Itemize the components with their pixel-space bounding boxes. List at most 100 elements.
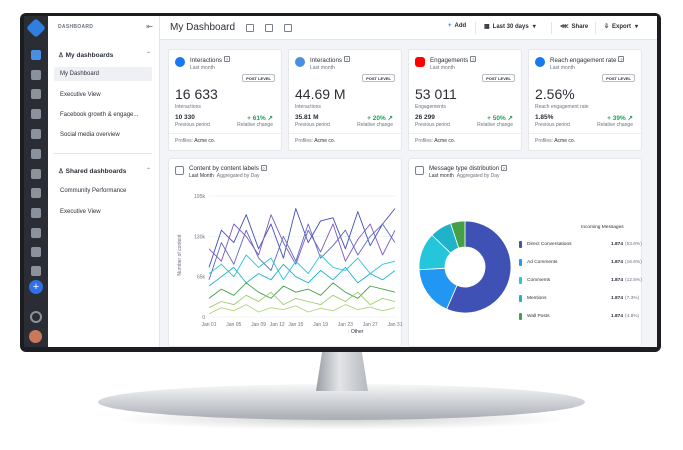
calendar-icon[interactable]: [31, 89, 41, 99]
cart-icon[interactable]: [31, 266, 41, 276]
content-icon[interactable]: [31, 109, 41, 119]
help-icon[interactable]: ?: [224, 56, 230, 62]
relative-change: + 39% ↗: [607, 115, 633, 122]
dashboard-icon[interactable]: [31, 50, 41, 60]
chevron-up-icon[interactable]: ⌃: [145, 168, 151, 174]
chevron-down-icon: ▾: [635, 24, 639, 30]
kpi-value-label: Reach engagement rate: [535, 104, 589, 110]
legend-swatch: [519, 295, 522, 302]
post-level-badge: POST LEVEL: [242, 74, 275, 82]
widget-aggregation: Aggregated by Day: [456, 173, 500, 179]
series-line-1: [208, 208, 396, 268]
kpi-card-interactions-all[interactable]: Interactions? Last month POST LEVEL 44.6…: [288, 49, 402, 151]
help-icon[interactable]: ?: [344, 56, 350, 62]
add-button[interactable]: + Add: [448, 23, 467, 29]
kpi-value: 53 011: [415, 86, 457, 102]
gear-icon[interactable]: [30, 311, 42, 323]
legend-swatch: [519, 277, 522, 284]
legend-value: 1.874: [610, 314, 623, 319]
edit-icon[interactable]: [246, 24, 254, 32]
thumbs-up-icon[interactable]: [31, 247, 41, 257]
period-select[interactable]: ▦ Last 30 days ▾: [484, 24, 536, 30]
facebook-icon: [535, 57, 545, 67]
kpi-value-label: Interactions: [295, 104, 321, 110]
kpi-card-reach-engagement-rate[interactable]: Reach engagement rate? Last month POST L…: [528, 49, 642, 151]
series-line-3: [208, 223, 396, 280]
relative-change-label: Relative change: [477, 122, 513, 128]
messages-icon: [415, 166, 424, 175]
avatar[interactable]: [29, 330, 42, 343]
y-tick-label: 130k: [194, 234, 205, 240]
y-tick-label: 65k: [197, 275, 206, 281]
share-icon: ⋘: [560, 24, 569, 30]
network-icon[interactable]: [31, 169, 41, 179]
legend-value: 1.874: [610, 242, 623, 247]
user-icon: ♙: [58, 52, 66, 59]
toolbar-divider: [595, 22, 596, 34]
kpi-value: 16 633: [175, 86, 218, 102]
legend-marker-icon: ↕: [347, 329, 351, 335]
publish-icon[interactable]: [31, 129, 41, 139]
profiles-line: Profiles: Acme co.: [535, 138, 576, 144]
relative-change-label: Relative change: [597, 122, 633, 128]
card-divider: [169, 133, 281, 134]
kpi-card-interactions-facebook[interactable]: Interactions? Last month POST LEVEL 16 6…: [168, 49, 282, 151]
widget-title: Content by content labels: [189, 165, 259, 172]
inbox-icon[interactable]: [31, 149, 41, 159]
collapse-sidebar-icon[interactable]: ⇤: [146, 22, 153, 31]
help-icon[interactable]: ?: [470, 56, 477, 62]
dashboard-sidebar: DASHBOARD ⇤ ♙ My dashboards ⌃ My Dashboa…: [48, 16, 160, 347]
post-level-badge: POST LEVEL: [482, 74, 515, 82]
chevron-up-icon[interactable]: ⌃: [145, 52, 151, 58]
bot-icon[interactable]: [31, 228, 41, 238]
sidebar-item-my-dashboard[interactable]: My Dashboard: [54, 67, 152, 81]
help-icon[interactable]: ?: [618, 56, 625, 62]
listening-icon[interactable]: [31, 208, 41, 218]
toolbar-divider: [475, 22, 476, 34]
trash-icon[interactable]: [284, 24, 292, 32]
app-logo-icon[interactable]: [26, 18, 46, 38]
sidebar-header: DASHBOARD: [58, 24, 94, 30]
kpi-card-engagements-youtube[interactable]: Engagements? Last month POST LEVEL 53 01…: [408, 49, 522, 151]
sidebar-item-facebook-growth[interactable]: Facebook growth & engage...: [60, 112, 139, 118]
duplicate-icon[interactable]: [265, 24, 273, 32]
chevron-down-icon: ▾: [532, 24, 536, 30]
link-icon: [295, 57, 305, 67]
previous-value: 1.85%: [535, 114, 554, 121]
sidebar-item-executive-view[interactable]: Executive View: [60, 92, 101, 98]
sidebar-item-social-media-overview[interactable]: Social media overview: [60, 132, 120, 138]
legend-value: 1.874: [610, 296, 623, 301]
message-type-widget[interactable]: Message type distribution ? Last month Ag…: [408, 158, 642, 347]
x-tick-label: Jan 27: [363, 322, 378, 328]
shared-dashboards-group[interactable]: ♙ Shared dashboards: [58, 168, 127, 175]
sidebar-item-community-performance[interactable]: Community Performance: [60, 188, 127, 194]
monitor-neck: [316, 351, 368, 391]
kpi-value-label: Engagements: [415, 104, 446, 110]
widget-title: Message type distribution: [429, 165, 500, 172]
card-subtitle: Last month: [190, 65, 215, 71]
share-button[interactable]: ⋘ Share: [560, 24, 589, 30]
icon-rail: +: [24, 16, 48, 347]
kpi-value: 2.56%: [535, 86, 575, 102]
sidebar-item-executive-view-shared[interactable]: Executive View: [60, 209, 101, 215]
y-tick-label: 0: [202, 315, 205, 321]
card-divider: [529, 133, 641, 134]
legend-percent: (4.8%): [625, 314, 640, 319]
previous-value: 10 330: [175, 114, 195, 121]
profiles-line: Profiles: Acme co.: [295, 138, 336, 144]
card-title: Reach engagement rate: [550, 57, 617, 64]
shield-icon[interactable]: [31, 188, 41, 198]
y-axis-label: Number of content: [177, 234, 183, 276]
series-line-2: [208, 214, 396, 265]
trend-up-icon: ↗: [387, 115, 393, 122]
export-button[interactable]: ⇩ Export ▾: [604, 24, 639, 30]
relative-change-label: Relative change: [237, 122, 273, 128]
my-dashboards-group[interactable]: ♙ My dashboards: [58, 52, 114, 59]
content-labels-widget[interactable]: Content by content labels ? Last Month Ag…: [168, 158, 403, 347]
help-icon[interactable]: ?: [260, 165, 267, 171]
analytics-icon[interactable]: [31, 70, 41, 80]
tag-icon: [175, 166, 184, 175]
help-icon[interactable]: ?: [500, 165, 507, 171]
add-icon[interactable]: +: [29, 280, 43, 294]
previous-value: 26 299: [415, 114, 435, 121]
